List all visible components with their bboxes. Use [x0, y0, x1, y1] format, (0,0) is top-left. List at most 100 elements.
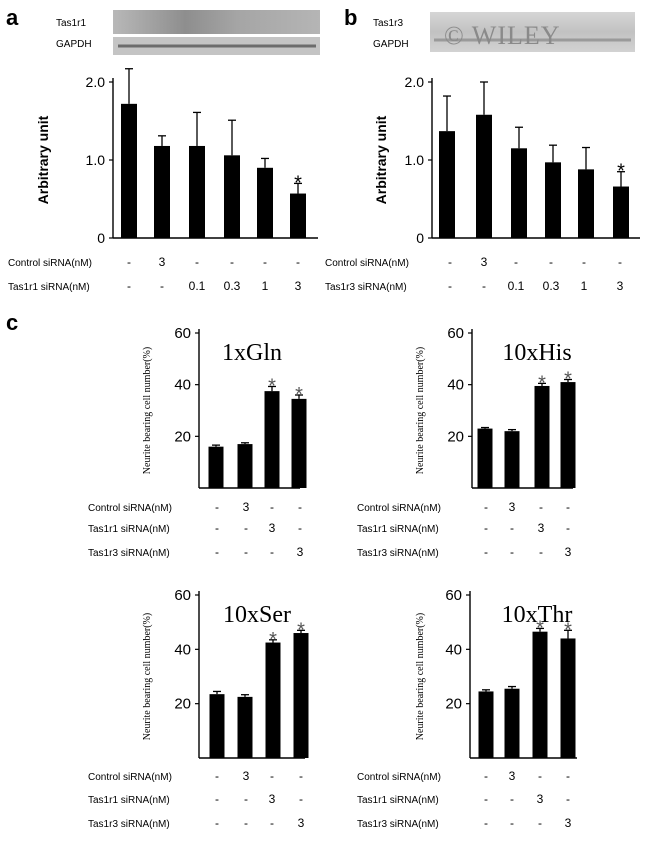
- bar: [291, 398, 307, 488]
- condition-value: 3: [509, 769, 516, 783]
- condition-value: -: [510, 816, 514, 830]
- condition-label: Tas1r3 siRNA(nM): [88, 548, 170, 559]
- condition-label: Control siRNA(nM): [88, 503, 172, 514]
- condition-value: -: [160, 279, 164, 293]
- condition-label: Control siRNA(nM): [8, 258, 92, 269]
- bar: [290, 193, 306, 238]
- y-tick-label: 20: [445, 696, 462, 713]
- y-axis-label: Neurite bearing cell number(%): [142, 613, 153, 740]
- significance-star: *: [564, 619, 572, 641]
- condition-value: -: [484, 500, 488, 514]
- condition-value: -: [539, 500, 543, 514]
- condition-value: 3: [565, 816, 572, 830]
- y-tick-label: 40: [174, 377, 191, 394]
- condition-value: -: [510, 521, 514, 535]
- condition-value: 3: [269, 792, 276, 806]
- condition-value: -: [215, 769, 219, 783]
- bar: [613, 186, 629, 238]
- condition-label: Tas1r3 siRNA(nM): [357, 819, 439, 830]
- bar: [237, 444, 253, 488]
- y-axis-label: Neurite bearing cell number(%): [415, 347, 426, 474]
- bar: [545, 162, 561, 238]
- significance-star: *: [269, 629, 277, 651]
- bar: [504, 431, 520, 488]
- y-tick-label: 1.0: [86, 152, 106, 168]
- blot-a-band1-image: [113, 10, 320, 34]
- condition-value: 0.3: [224, 279, 241, 293]
- y-axis-label: Arbitrary unit: [373, 115, 389, 204]
- y-tick-label: 60: [445, 587, 462, 604]
- condition-value: 3: [159, 255, 166, 269]
- bar: [154, 145, 170, 238]
- condition-value: -: [484, 521, 488, 535]
- condition-value: -: [298, 500, 302, 514]
- y-tick-label: 20: [174, 428, 191, 445]
- condition-value: -: [566, 500, 570, 514]
- panel-c-label: c: [6, 310, 18, 335]
- condition-value: -: [270, 816, 274, 830]
- significance-star: *: [617, 161, 625, 183]
- condition-value: -: [484, 769, 488, 783]
- bar: [208, 446, 224, 488]
- condition-value: -: [448, 279, 452, 293]
- condition-value: -: [539, 545, 543, 559]
- y-tick-label: 2.0: [405, 74, 425, 90]
- condition-label: Tas1r1 siRNA(nM): [88, 795, 170, 806]
- significance-star: *: [538, 372, 546, 394]
- condition-value: 3: [298, 816, 305, 830]
- condition-value: -: [215, 500, 219, 514]
- condition-value: 3: [537, 792, 544, 806]
- blot-b-band1-label: Tas1r3: [373, 18, 403, 29]
- condition-value: -: [484, 545, 488, 559]
- bar: [532, 631, 548, 758]
- blot-a: Tas1r1 GAPDH: [56, 10, 320, 55]
- bar: [534, 385, 550, 488]
- y-axis-label: Neurite bearing cell number(%): [142, 347, 153, 474]
- condition-value: 3: [481, 255, 488, 269]
- blot-b: Tas1r3 GAPDH © WILEY: [373, 12, 635, 52]
- condition-value: 3: [538, 521, 545, 535]
- y-tick-label: 60: [174, 325, 191, 342]
- bar: [560, 638, 576, 758]
- condition-value: -: [538, 816, 542, 830]
- bar: [237, 696, 253, 758]
- bar: [478, 691, 494, 758]
- y-tick-label: 40: [174, 641, 191, 658]
- condition-label: Tas1r1 siRNA(nM): [8, 282, 90, 293]
- condition-value: -: [549, 255, 553, 269]
- panel-b-label: b: [344, 5, 357, 30]
- condition-value: -: [215, 521, 219, 535]
- panel-a-label: a: [6, 5, 19, 30]
- condition-label: Control siRNA(nM): [357, 503, 441, 514]
- condition-value: -: [127, 279, 131, 293]
- condition-value: -: [270, 500, 274, 514]
- bar: [257, 167, 273, 238]
- y-axis-label: Neurite bearing cell number(%): [415, 613, 426, 740]
- condition-label: Control siRNA(nM): [357, 772, 441, 783]
- chart-c2: 10xHis 20 40 60 Neurite bearing cell number(…: [357, 325, 576, 559]
- condition-value: -: [298, 521, 302, 535]
- bar: [264, 391, 280, 488]
- bar: [476, 114, 492, 238]
- chart-c3: 10xSer 20 40 60 Neurite bearing cell number(…: [88, 587, 309, 830]
- y-tick-label: 60: [174, 587, 191, 604]
- condition-value: 1: [262, 279, 269, 293]
- condition-label: Tas1r3 siRNA(nM): [88, 819, 170, 830]
- condition-value: -: [299, 769, 303, 783]
- condition-value: -: [484, 816, 488, 830]
- condition-value: -: [448, 255, 452, 269]
- condition-label: Tas1r3 siRNA(nM): [357, 548, 439, 559]
- condition-value: -: [195, 255, 199, 269]
- condition-value: -: [244, 792, 248, 806]
- condition-value: -: [514, 255, 518, 269]
- condition-value: -: [215, 816, 219, 830]
- condition-value: 3: [295, 279, 302, 293]
- significance-star: *: [536, 617, 544, 639]
- condition-value: 3: [617, 279, 624, 293]
- condition-value: -: [484, 792, 488, 806]
- bar: [265, 642, 281, 758]
- chart-c4: 10xThr 20 40 60 Neurite bearing cell number(…: [357, 587, 577, 830]
- condition-value: 3: [297, 545, 304, 559]
- chart-title: 10xHis: [502, 340, 571, 366]
